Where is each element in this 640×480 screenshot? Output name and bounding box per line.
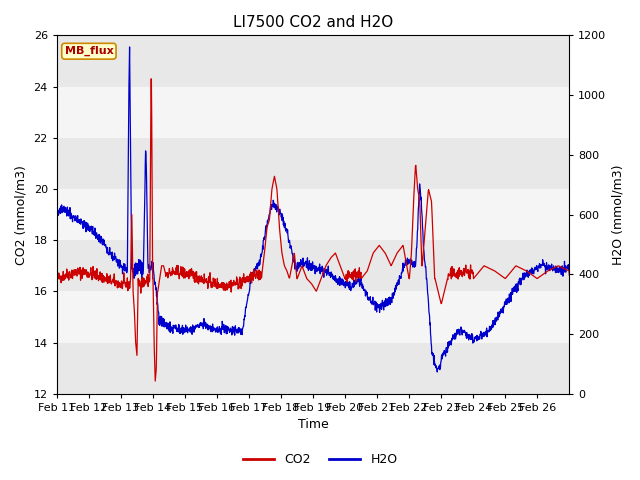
Bar bbox=[57, 36, 570, 86]
Y-axis label: CO2 (mmol/m3): CO2 (mmol/m3) bbox=[15, 165, 28, 264]
Bar bbox=[57, 343, 570, 394]
Text: MB_flux: MB_flux bbox=[65, 46, 113, 56]
Title: LI7500 CO2 and H2O: LI7500 CO2 and H2O bbox=[233, 15, 393, 30]
Bar bbox=[57, 291, 570, 343]
Bar bbox=[57, 86, 570, 138]
Legend: CO2, H2O: CO2, H2O bbox=[237, 448, 403, 471]
Y-axis label: H2O (mmol/m3): H2O (mmol/m3) bbox=[612, 164, 625, 265]
X-axis label: Time: Time bbox=[298, 419, 328, 432]
Bar bbox=[57, 189, 570, 240]
Bar bbox=[57, 240, 570, 291]
Bar bbox=[57, 138, 570, 189]
